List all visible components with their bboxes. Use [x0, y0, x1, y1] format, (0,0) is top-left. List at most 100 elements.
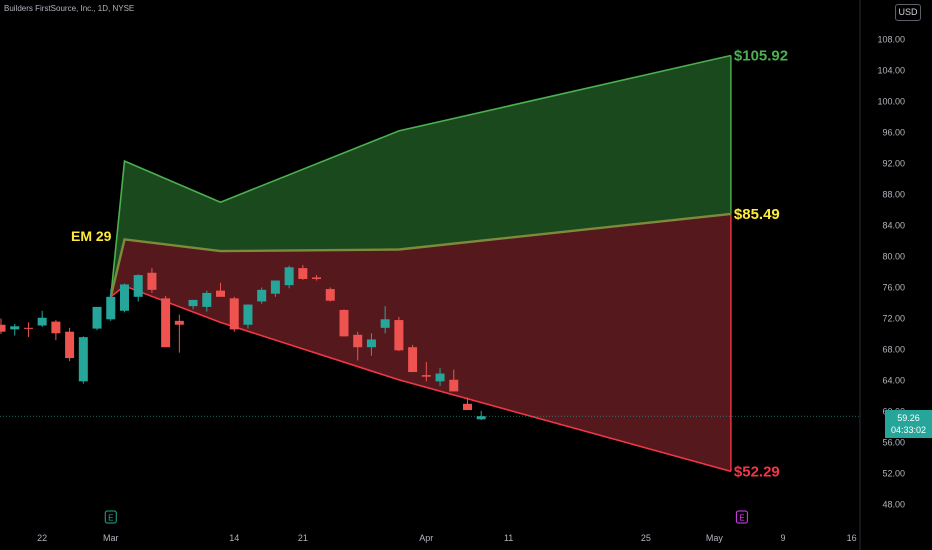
candle-body	[161, 298, 171, 348]
candle	[229, 296, 239, 332]
earnings-marker-label: E	[739, 514, 744, 523]
last-price-badge: 59.26 04:33:02	[885, 410, 932, 438]
candle-body	[366, 339, 376, 348]
candle-body	[243, 304, 253, 325]
candle	[51, 320, 61, 341]
candle-body	[51, 321, 61, 334]
candle-body	[174, 320, 184, 325]
earnings-marker-label: E	[108, 514, 113, 523]
candle	[10, 323, 20, 336]
candle	[462, 397, 472, 411]
x-tick-label: 16	[847, 533, 857, 543]
candle-body	[10, 326, 20, 330]
candle	[408, 344, 418, 373]
y-tick-label: 68.00	[882, 345, 905, 355]
candle-body	[202, 292, 212, 307]
candle-body	[353, 334, 363, 348]
candle-body	[23, 327, 33, 329]
candle-body	[408, 347, 418, 373]
x-tick-label: 21	[298, 533, 308, 543]
candle-body	[257, 289, 267, 302]
band-label-middle: $85.49	[734, 206, 780, 223]
candle-body	[312, 277, 322, 279]
candle	[0, 318, 6, 335]
lower-zone	[110, 213, 731, 472]
x-tick-label: Apr	[419, 533, 433, 543]
x-tick-label: May	[706, 533, 724, 543]
candle	[257, 287, 267, 304]
earnings-marker[interactable]: E	[104, 510, 117, 524]
y-tick-label: 88.00	[882, 189, 905, 199]
upper-zone	[110, 55, 731, 297]
candle-body	[325, 289, 335, 301]
y-tick-label: 48.00	[882, 500, 905, 510]
band-label-lower: $52.29	[734, 463, 780, 480]
candle-body	[449, 379, 459, 392]
candle	[174, 314, 184, 353]
expected-move-band	[109, 54, 732, 473]
candle	[270, 280, 280, 297]
x-tick-label: 25	[641, 533, 651, 543]
currency-button[interactable]: USD	[895, 4, 921, 21]
em-label: EM 29	[71, 228, 112, 244]
candle	[394, 316, 404, 352]
y-tick-label: 104.00	[877, 65, 905, 75]
last-price-value: 59.26	[897, 413, 920, 423]
x-tick-label: 22	[37, 533, 47, 543]
candle	[78, 336, 88, 384]
candle-body	[298, 268, 308, 279]
candle	[366, 333, 376, 356]
x-tick-label: 14	[229, 533, 239, 543]
y-tick-label: 76.00	[882, 283, 905, 293]
candle-body	[119, 284, 129, 311]
y-tick-label: 72.00	[882, 314, 905, 324]
candle	[284, 265, 294, 289]
y-tick-label: 80.00	[882, 251, 905, 261]
candle-body	[65, 331, 75, 359]
candle	[188, 299, 198, 310]
candle	[133, 274, 143, 302]
y-tick-label: 84.00	[882, 220, 905, 230]
earnings-icon	[104, 510, 117, 524]
candle-body	[229, 298, 239, 330]
y-tick-label: 52.00	[882, 469, 905, 479]
upper-line	[110, 54, 732, 297]
earnings-marker[interactable]: E	[735, 510, 748, 524]
y-tick-label: 64.00	[882, 376, 905, 386]
candle	[37, 310, 47, 328]
candle-body	[188, 299, 198, 307]
candle	[92, 306, 102, 331]
candle	[449, 369, 459, 392]
candles[interactable]	[0, 265, 486, 421]
x-tick-label: 9	[781, 533, 786, 543]
bar-countdown: 04:33:02	[890, 425, 927, 435]
candle-body	[462, 403, 472, 411]
candle-body	[106, 296, 116, 320]
candle-body	[476, 416, 486, 420]
y-tick-label: 96.00	[882, 127, 905, 137]
candle-body	[339, 309, 349, 337]
candle	[435, 368, 445, 386]
candle	[106, 289, 116, 321]
candle-body	[380, 319, 390, 328]
candle-body	[147, 272, 157, 290]
candle-body	[421, 375, 431, 377]
instrument-title: Builders FirstSource, Inc., 1D, NYSE	[4, 4, 135, 13]
earnings-icon	[735, 510, 748, 524]
candle	[216, 282, 226, 297]
candle	[202, 290, 212, 312]
y-tick-label: 92.00	[882, 158, 905, 168]
candle-body	[216, 290, 226, 297]
candle	[65, 327, 75, 362]
y-tick-label: 108.00	[877, 34, 905, 44]
candle	[339, 309, 349, 337]
y-tick-label: 100.00	[877, 96, 905, 106]
candle-body	[78, 337, 88, 382]
candle	[380, 306, 390, 334]
band-label-upper: $105.92	[734, 48, 788, 65]
candle-body	[435, 373, 445, 382]
y-tick-label: 56.00	[882, 438, 905, 448]
candle	[421, 361, 431, 382]
